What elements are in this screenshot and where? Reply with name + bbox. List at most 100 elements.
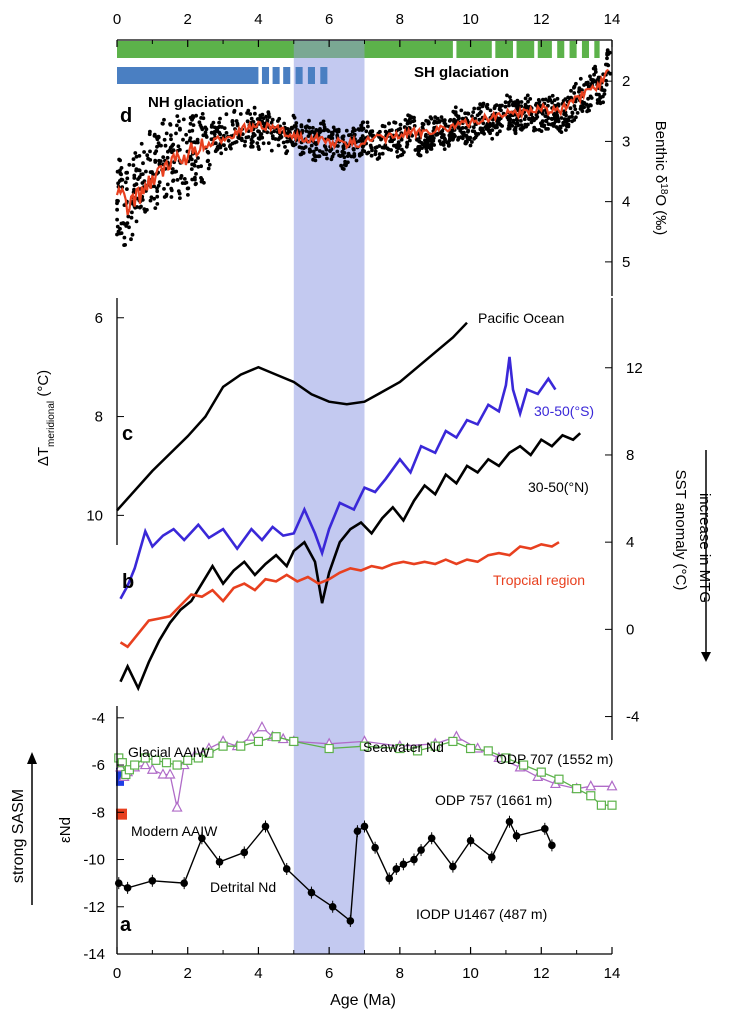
d18o-raw-point (139, 204, 143, 209)
panel-a-y-tick-label: -8 (92, 804, 105, 821)
x-tick-label-top: 12 (533, 11, 550, 28)
odp757-point (395, 743, 405, 754)
d18o-raw-point (125, 221, 130, 226)
d18o-raw-point (392, 120, 396, 125)
d18o-raw-point (588, 74, 592, 79)
d18o-raw-point (464, 125, 468, 130)
d18o-raw-point (270, 134, 275, 139)
d18o-raw-point (209, 130, 214, 135)
odp757-point (536, 767, 546, 777)
d18o-raw-point (534, 116, 538, 121)
x-tick-label-top: 14 (604, 11, 621, 28)
odp757-point (607, 800, 617, 810)
d18o-raw-point (470, 114, 474, 118)
nh-glaciation-bar-0 (117, 67, 259, 84)
d18o-raw-point (224, 131, 229, 135)
d18o-raw-point (564, 113, 568, 118)
odp757-point (236, 741, 246, 751)
d18o-raw-point (324, 147, 329, 152)
d18o-raw-point (539, 129, 544, 134)
u1467-point (215, 858, 224, 866)
d18o-raw-point (523, 96, 528, 101)
d18o-raw-point (511, 120, 516, 124)
odp757-point (359, 741, 370, 751)
d18o-raw-point (180, 181, 185, 186)
d18o-raw-point (582, 101, 587, 105)
panel-d-y-tick-label: 3 (622, 133, 630, 150)
odp707-point (585, 780, 597, 791)
d18o-raw-point (292, 115, 297, 120)
odp757-point (218, 741, 228, 751)
panel-b-ylabel: SST anomaly (°C) (672, 470, 689, 591)
nh-glaciation-bar-4 (295, 67, 303, 84)
odp757-point (193, 753, 203, 763)
d18o-raw-point (586, 96, 590, 101)
d18o-raw-point (223, 147, 228, 152)
d18o-raw-point (196, 156, 200, 160)
d18o-raw-point (197, 120, 202, 125)
d18o-raw-point (134, 168, 139, 173)
d18o-raw-point (510, 123, 515, 128)
d18o-raw-point (354, 158, 359, 163)
d18o-raw-point (115, 198, 119, 203)
odp757-point (172, 760, 182, 770)
panel-b-ylabel-extra: increase in MTG (696, 493, 713, 603)
d18o-raw-point (508, 95, 512, 99)
d18o-raw-point (167, 148, 172, 153)
d18o-raw-point (453, 110, 458, 115)
odp757-point (572, 784, 582, 794)
d18o-raw-point (133, 151, 138, 155)
panel-d-y-tick-label: 4 (622, 194, 630, 211)
d18o-raw-point (480, 104, 485, 109)
glacial-aaiw-marker (116, 767, 124, 786)
d18o-raw-point (155, 189, 160, 194)
x-tick-label-top: 10 (462, 11, 479, 28)
d18o-raw-point (288, 130, 292, 135)
d18o-raw-point (377, 144, 382, 148)
d18o-raw-point (291, 143, 295, 148)
d18o-raw-point (312, 130, 317, 135)
d18o-raw-point (193, 177, 197, 182)
d18o-raw-point (331, 152, 336, 156)
d18o-raw-point (339, 163, 343, 168)
d18o-raw-point (439, 135, 444, 140)
d18o-raw-point (155, 186, 159, 191)
u1467-point (148, 876, 157, 885)
d18o-raw-point (478, 126, 483, 131)
d18o-raw-point (515, 106, 519, 111)
x-tick-label-top: 4 (254, 11, 262, 28)
sh-glaciation-bar-1 (456, 41, 492, 58)
d18o-raw-point (215, 128, 220, 133)
d18o-raw-point (282, 121, 286, 126)
d18o-raw-point (566, 95, 570, 100)
d18o-raw-point (508, 120, 513, 125)
d18o-raw-point (605, 52, 609, 57)
d18o-raw-point (140, 181, 145, 185)
d18o-raw-point (552, 115, 557, 120)
odp707-point (606, 780, 618, 791)
d18o-raw-point (412, 124, 417, 128)
d18o-raw-point (534, 112, 539, 117)
d18o-raw-point (522, 117, 527, 122)
d18o-raw-point (546, 126, 550, 131)
d18o-raw-point (251, 120, 256, 124)
d18o-raw-point (405, 142, 410, 147)
d18o-raw-point (389, 148, 393, 152)
d18o-raw-point (118, 226, 122, 231)
d18o-raw-point (165, 155, 170, 160)
d18o-raw-point (269, 130, 274, 135)
d18o-raw-point (352, 152, 357, 156)
d18o-raw-point (364, 129, 369, 134)
d18o-raw-point (249, 141, 254, 146)
d18o-raw-point (118, 158, 122, 163)
panel-d-ylabel: Benthic δ18O (‰) (652, 121, 670, 236)
d18o-raw-point (281, 140, 286, 145)
d18o-raw-point (546, 122, 551, 126)
d18o-raw-point (194, 172, 198, 176)
d18o-raw-point (132, 187, 136, 192)
d18o-raw-point (344, 162, 348, 166)
d18o-raw-point (423, 138, 427, 143)
d18o-raw-point (514, 117, 519, 122)
d18o-raw-point (441, 143, 446, 147)
d18o-raw-point (420, 146, 424, 151)
